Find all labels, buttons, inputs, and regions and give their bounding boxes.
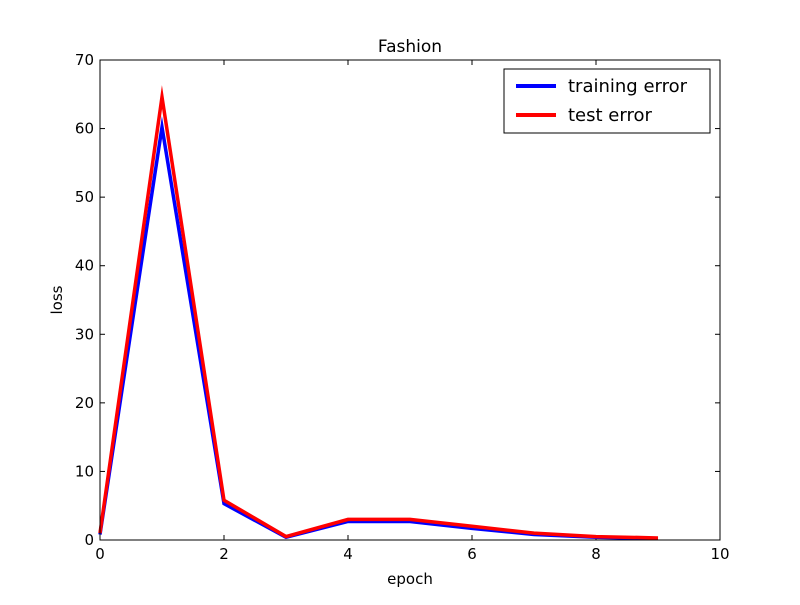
x-tick-label: 8 [591, 545, 601, 563]
y-tick-label: 0 [84, 531, 94, 549]
y-tick-label: 30 [75, 325, 94, 343]
plot-area-frame [99, 59, 721, 541]
y-tick-label: 10 [75, 462, 94, 480]
y-tick-label: 40 [75, 257, 94, 275]
legend: training error test error [503, 68, 711, 134]
x-tick-label: 6 [467, 545, 477, 563]
legend-box [503, 68, 711, 134]
x-tick-label: 0 [95, 545, 105, 563]
legend-label: test error [568, 105, 652, 126]
series-line-1 [98, 85, 659, 540]
legend-label: training error [568, 76, 688, 97]
chart-title: Fashion [378, 37, 442, 57]
x-axis-label: epoch [387, 570, 433, 588]
y-tick-label: 70 [75, 51, 94, 69]
x-tick-label: 4 [343, 545, 353, 563]
y-axis-label: loss [48, 285, 66, 314]
series-lines [98, 85, 659, 541]
y-tick-label: 60 [75, 120, 94, 138]
x-tick-label: 2 [219, 545, 229, 563]
y-tick-label: 20 [75, 394, 94, 412]
series-line-0 [98, 116, 659, 541]
y-tick-label: 50 [75, 188, 94, 206]
x-tick-label: 10 [710, 545, 729, 563]
